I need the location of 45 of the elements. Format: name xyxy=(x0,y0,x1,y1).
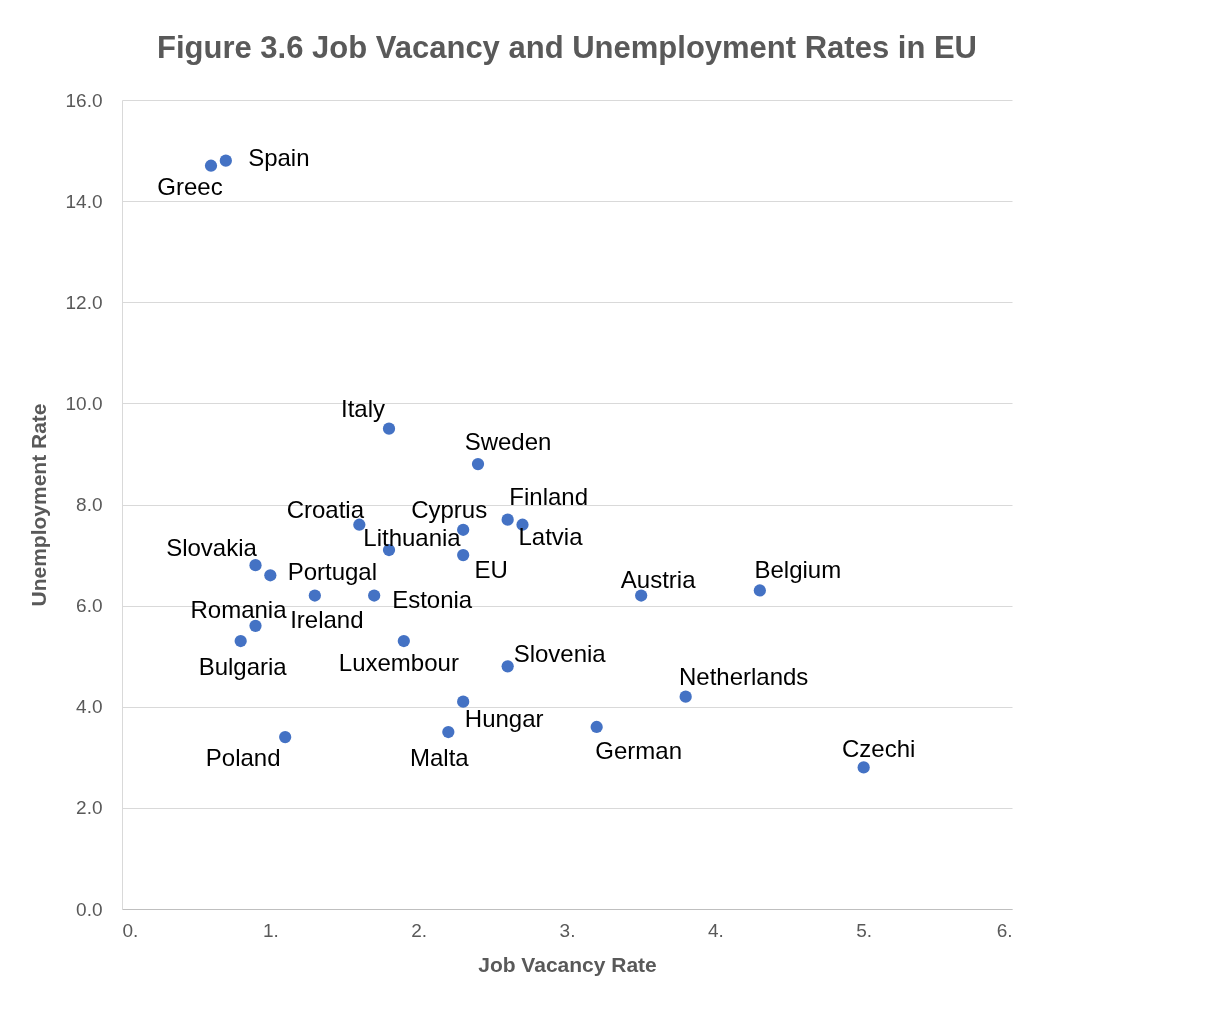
y-tick-label: 12.0 xyxy=(65,291,103,313)
data-label: Luxembour xyxy=(338,649,459,677)
data-label: Slovakia xyxy=(166,534,258,562)
data-label: Finland xyxy=(509,482,589,510)
data-label: Portugal xyxy=(287,558,378,586)
x-tick-label: 5. xyxy=(856,919,873,941)
data-label: Lithuania xyxy=(363,524,462,552)
data-label: Cyprus xyxy=(411,495,488,523)
y-tick-label: 6.0 xyxy=(76,595,103,617)
data-label: Belgium xyxy=(754,556,842,584)
y-tick-label: 4.0 xyxy=(76,696,103,718)
data-label: Austria xyxy=(620,565,697,593)
data-label: Bulgaria xyxy=(198,653,288,681)
data-label: Romania xyxy=(190,595,288,623)
data-label: Netherlands xyxy=(678,662,809,690)
data-label: Estonia xyxy=(392,585,473,613)
x-tick-label: 2. xyxy=(411,919,428,941)
y-tick-label: 10.0 xyxy=(65,392,103,414)
data-label: Greec xyxy=(157,172,223,200)
x-tick-label: 1. xyxy=(262,919,279,941)
data-label: Italy xyxy=(340,394,386,422)
data-label: German xyxy=(595,736,683,764)
x-tick-label: 0. xyxy=(122,919,139,941)
chart-title: Figure 3.6 Job Vacancy and Unemployment Rates in EU xyxy=(156,30,978,65)
x-tick-label: 6. xyxy=(996,919,1013,941)
data-label: Poland xyxy=(205,744,281,772)
data-label: Hungar xyxy=(464,704,544,732)
data-label: Latvia xyxy=(518,522,584,550)
y-tick-label: 0.0 xyxy=(76,898,103,920)
data-label: Sweden xyxy=(464,428,552,456)
y-tick-label: 2.0 xyxy=(76,797,103,819)
y-tick-label: 8.0 xyxy=(76,494,103,515)
data-label: Czechi xyxy=(841,735,916,763)
y-tick-label: 14.0 xyxy=(65,190,103,212)
x-axis-title: Job Vacancy Rate xyxy=(478,952,657,976)
data-label: Ireland xyxy=(290,605,364,633)
y-tick-label: 16.0 xyxy=(65,89,103,111)
data-label: Slovenia xyxy=(513,640,607,668)
x-tick-label: 4. xyxy=(707,919,724,941)
data-label: Croatia xyxy=(286,495,365,523)
data-label: EU xyxy=(474,556,508,584)
data-label: Malta xyxy=(409,744,470,772)
y-axis-title: Unemployment Rate xyxy=(26,403,50,607)
x-tick-label: 3. xyxy=(559,919,576,941)
data-label: Spain xyxy=(248,143,310,171)
